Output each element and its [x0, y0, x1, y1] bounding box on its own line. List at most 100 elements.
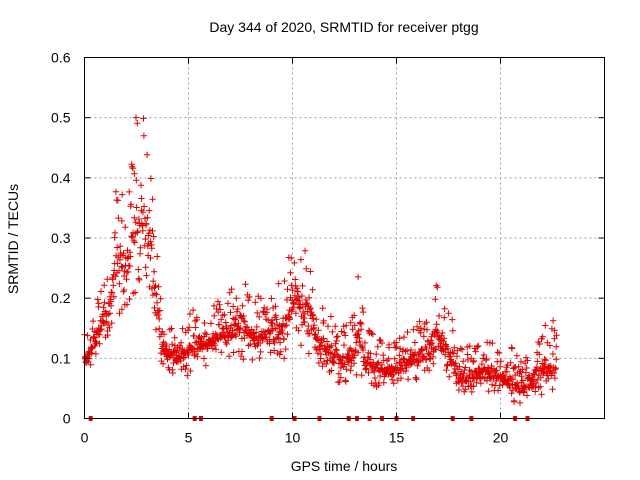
data-point	[445, 310, 452, 317]
data-point	[138, 195, 145, 202]
data-point	[395, 370, 402, 377]
data-point	[276, 339, 284, 346]
data-point	[549, 386, 556, 393]
data-point	[117, 243, 124, 250]
data-point	[104, 321, 112, 329]
data-point	[224, 300, 232, 307]
data-point	[507, 359, 514, 366]
data-point	[150, 268, 158, 275]
data-point	[464, 351, 471, 358]
data-point	[256, 354, 263, 362]
data-point	[420, 353, 428, 360]
data-point	[108, 319, 115, 327]
data-point	[415, 351, 422, 359]
data-point	[462, 386, 469, 393]
data-point	[341, 329, 348, 336]
data-point	[119, 191, 126, 198]
data-point	[142, 235, 149, 243]
data-point	[209, 345, 217, 352]
data-point	[295, 327, 302, 334]
data-point	[156, 315, 163, 323]
data-point	[522, 369, 529, 376]
x-tick-label: 0	[81, 430, 89, 446]
data-point	[101, 299, 108, 306]
data-point	[301, 318, 308, 326]
data-point	[517, 358, 525, 365]
data-point	[131, 170, 138, 177]
data-point	[354, 273, 362, 281]
data-point	[299, 282, 306, 290]
data-point	[400, 333, 408, 341]
data-point	[351, 322, 358, 329]
data-point	[127, 253, 134, 260]
data-point	[126, 188, 133, 196]
y-tick-label: 0	[63, 411, 71, 427]
data-point	[143, 151, 151, 158]
data-point	[453, 353, 461, 360]
data-point	[472, 348, 479, 355]
plot-frame	[84, 57, 605, 419]
data-point	[153, 299, 161, 306]
data-point	[510, 397, 518, 405]
data-point	[200, 355, 208, 362]
data-point	[297, 342, 305, 349]
data-point	[192, 324, 199, 331]
data-point	[177, 339, 185, 346]
data-point	[100, 304, 107, 311]
data-point	[235, 320, 242, 327]
data-point	[464, 356, 472, 364]
data-point	[415, 358, 422, 366]
data-point	[553, 343, 560, 350]
data-point	[152, 326, 160, 333]
data-point	[210, 302, 218, 310]
tick-labels: 0 5 10 15 20 0 0.1 0.2 0.3 0.4 0.5 0.6	[51, 50, 508, 446]
data-point	[521, 382, 529, 390]
data-point	[191, 346, 198, 353]
data-point	[315, 359, 323, 367]
data-point	[523, 364, 530, 372]
data-point	[139, 227, 146, 234]
data-point	[400, 355, 407, 363]
data-point	[475, 342, 482, 350]
data-point	[281, 355, 288, 362]
data-point	[284, 286, 291, 293]
data-point	[421, 325, 428, 333]
data-point	[193, 314, 201, 321]
data-point	[342, 332, 349, 339]
data-point	[228, 285, 235, 293]
data-point	[485, 369, 492, 376]
data-point	[110, 293, 118, 300]
data-point	[305, 322, 312, 330]
data-point	[111, 229, 119, 237]
y-axis-label: SRMTID / TECUs	[5, 184, 21, 294]
data-point	[430, 360, 437, 367]
data-point	[184, 350, 192, 357]
data-point	[374, 343, 381, 350]
data-point	[457, 345, 464, 352]
data-point	[134, 120, 141, 127]
x-tick-label: 10	[285, 430, 301, 446]
data-point	[332, 340, 339, 347]
data-point	[473, 379, 480, 386]
data-point	[337, 364, 344, 372]
data-point	[317, 350, 325, 358]
data-point	[323, 360, 330, 368]
data-point	[551, 327, 558, 334]
data-point	[189, 306, 197, 314]
data-point	[155, 283, 162, 290]
data-point	[328, 367, 335, 374]
data-point	[190, 332, 198, 340]
data-point	[212, 330, 219, 337]
data-point	[367, 350, 374, 357]
data-point	[295, 293, 302, 301]
data-point	[518, 373, 525, 380]
data-point	[104, 276, 111, 283]
data-point	[365, 369, 372, 376]
data-point	[114, 197, 122, 204]
data-point	[237, 324, 244, 332]
data-point	[266, 330, 274, 337]
data-point	[136, 276, 143, 284]
data-point	[493, 367, 500, 374]
data-point	[153, 291, 160, 298]
